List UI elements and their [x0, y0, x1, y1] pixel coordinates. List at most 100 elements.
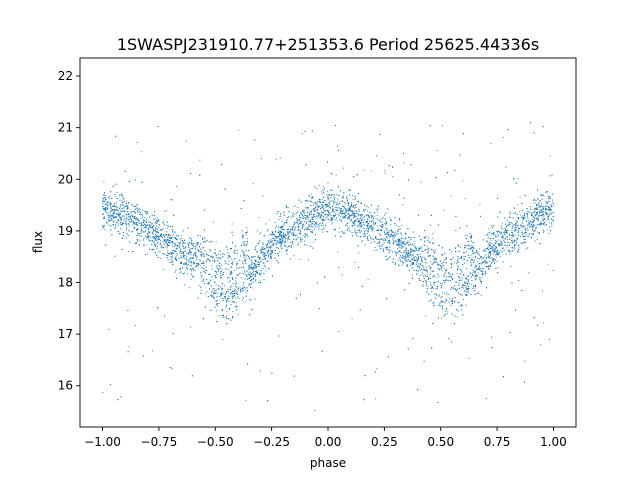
data-point — [376, 368, 378, 370]
data-point — [231, 298, 234, 300]
data-point — [288, 215, 290, 218]
data-point — [337, 213, 339, 216]
data-point — [241, 249, 243, 251]
data-point — [377, 243, 379, 245]
data-point — [295, 213, 297, 215]
data-point — [406, 261, 408, 263]
data-point — [460, 255, 462, 257]
data-point — [327, 215, 329, 217]
data-point — [524, 360, 526, 362]
data-point — [407, 240, 409, 242]
data-point — [487, 255, 489, 258]
data-point — [549, 196, 551, 198]
data-point — [208, 274, 210, 276]
data-point — [312, 217, 314, 219]
data-point — [471, 273, 473, 275]
data-point — [180, 234, 182, 236]
data-point — [120, 220, 122, 222]
data-point — [432, 276, 434, 278]
data-point — [138, 208, 140, 210]
data-point — [427, 237, 430, 239]
data-point — [473, 260, 476, 262]
data-point — [468, 282, 471, 284]
data-point — [379, 221, 381, 223]
data-point — [374, 247, 376, 249]
data-point — [345, 223, 347, 225]
data-point — [321, 218, 323, 221]
data-point — [490, 142, 492, 145]
data-point — [451, 251, 453, 253]
data-point — [146, 244, 148, 246]
data-point — [531, 226, 533, 228]
data-point — [183, 257, 185, 259]
data-point — [229, 286, 232, 288]
data-point — [292, 205, 294, 208]
data-point — [447, 311, 449, 313]
data-point — [527, 229, 529, 231]
data-point — [126, 205, 128, 207]
data-point — [119, 209, 121, 211]
data-point — [114, 193, 116, 196]
data-point — [439, 294, 441, 296]
data-point — [488, 255, 491, 257]
data-point — [310, 193, 312, 195]
data-point — [425, 236, 427, 238]
data-point — [104, 218, 106, 220]
data-point — [299, 258, 301, 261]
data-point — [179, 262, 182, 265]
data-point — [287, 240, 289, 242]
data-point — [532, 218, 534, 220]
data-point — [236, 286, 238, 288]
data-point — [226, 311, 228, 313]
data-point — [164, 246, 166, 248]
data-point — [160, 245, 162, 247]
data-point — [484, 249, 486, 252]
data-point — [497, 266, 499, 268]
data-point — [367, 231, 369, 233]
data-point — [416, 262, 418, 264]
data-point — [513, 213, 515, 215]
data-point — [302, 234, 304, 237]
data-point — [171, 244, 173, 246]
data-point — [498, 254, 500, 256]
data-point — [295, 205, 297, 207]
data-point — [542, 215, 544, 217]
data-point — [159, 228, 161, 230]
data-point — [189, 259, 191, 261]
data-point — [518, 280, 520, 282]
data-point — [349, 219, 351, 221]
data-point — [274, 221, 276, 224]
data-point — [439, 297, 441, 299]
data-point — [405, 258, 407, 260]
data-point — [542, 222, 544, 224]
data-point — [159, 242, 161, 244]
data-point — [526, 214, 529, 216]
data-point — [233, 270, 236, 272]
data-point — [537, 231, 539, 233]
data-point — [463, 275, 465, 277]
data-point — [519, 210, 521, 213]
data-point — [489, 253, 491, 255]
data-point — [230, 319, 232, 321]
data-point — [152, 229, 155, 231]
data-point — [206, 291, 208, 293]
data-point — [552, 269, 554, 271]
data-point — [157, 226, 159, 229]
data-point — [127, 219, 129, 221]
data-point — [173, 233, 175, 235]
data-point — [506, 225, 509, 227]
data-point — [542, 208, 544, 210]
data-point — [135, 212, 137, 215]
data-point — [153, 242, 155, 244]
data-point — [142, 225, 145, 227]
data-point — [500, 236, 502, 238]
data-point — [207, 282, 209, 284]
data-point — [228, 260, 230, 263]
data-point — [450, 300, 452, 302]
data-point — [105, 212, 108, 214]
data-point — [389, 224, 392, 226]
data-point — [419, 269, 421, 271]
data-point — [520, 227, 522, 229]
data-point — [403, 252, 405, 254]
data-point — [471, 256, 473, 258]
